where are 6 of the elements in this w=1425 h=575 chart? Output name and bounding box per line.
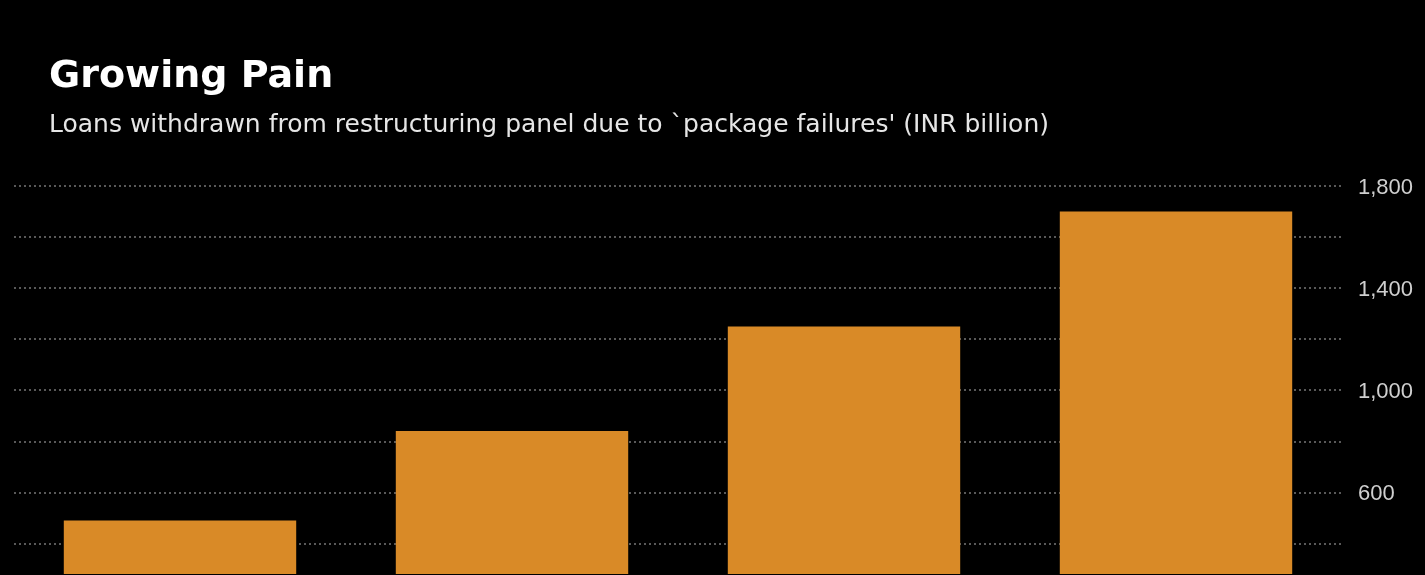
chart-subtitle: Loans withdrawn from restructuring panel due to `package failures' (INR billion) <box>49 109 1050 138</box>
y-tick-label: 1,800 <box>1358 173 1414 199</box>
y-tick-label: 600 <box>1358 479 1395 505</box>
chart-title: Growing Pain <box>49 52 334 96</box>
y-tick-label: 1,400 <box>1358 275 1414 301</box>
y-tick-label: 1,000 <box>1358 377 1414 403</box>
